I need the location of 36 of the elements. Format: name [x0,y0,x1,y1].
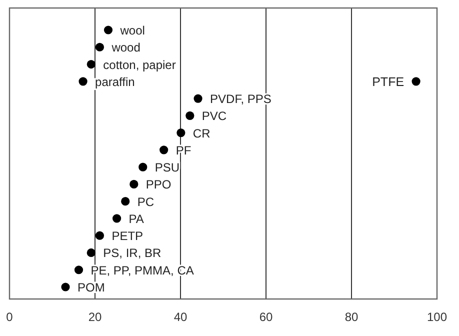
point [104,26,113,34]
y-tick-label: PETP [112,229,144,244]
point [130,180,138,188]
annotation: PTFE [372,74,404,89]
point [112,214,122,223]
y-tick-label: paraffin [95,74,135,89]
point [138,162,148,172]
point [86,248,96,258]
point [95,231,104,240]
point [186,111,194,120]
y-tick-label: PSU [154,160,180,175]
x-tick-label: 0 [6,310,14,324]
y-tick-label: PVC [202,109,227,124]
point [176,128,186,138]
x-tick-label: 100 [426,310,448,324]
point [160,146,168,154]
y-tick-label: PA [128,212,144,226]
point [61,282,70,292]
point [194,94,202,103]
y-tick-label: CR [192,126,211,140]
point [78,77,88,86]
y-tick-label: wood [110,40,140,55]
x-tick-label: 60 [259,310,273,324]
x-tick-label: 80 [344,310,358,324]
y-tick-label: wool [119,24,145,38]
point [74,266,84,274]
y-tick-label: cotton, papier [103,58,176,72]
x-tick-label: 40 [174,310,188,324]
point [412,77,420,86]
x-tick-label: 20 [88,310,102,324]
y-tick-label: PC [137,194,154,209]
point [86,60,96,69]
point [95,42,104,52]
y-tick-label: PS, IR, BR [103,246,162,260]
y-tick-label: PPO [146,178,172,192]
point [121,197,130,206]
